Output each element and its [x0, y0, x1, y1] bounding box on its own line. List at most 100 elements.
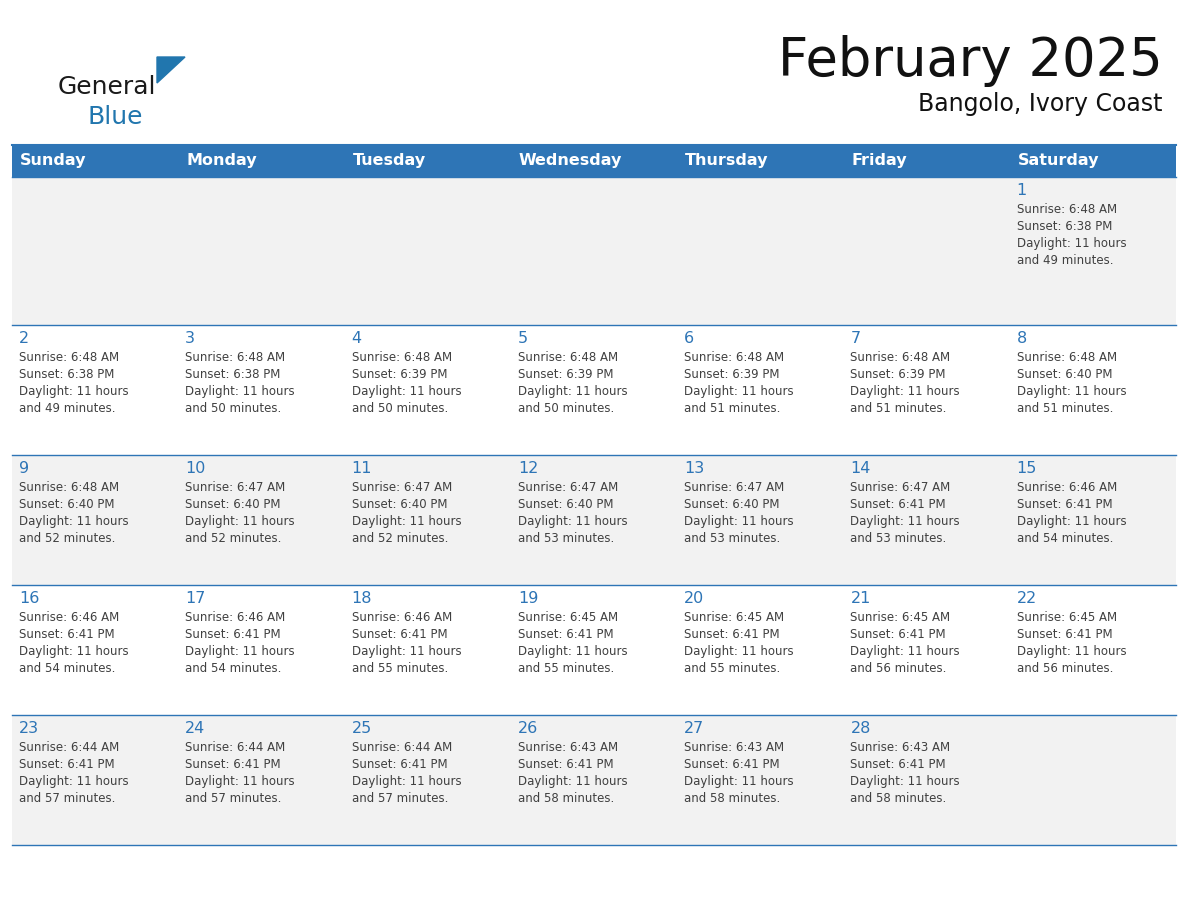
Text: and 50 minutes.: and 50 minutes.	[185, 402, 282, 415]
Text: Daylight: 11 hours: Daylight: 11 hours	[19, 515, 128, 528]
Text: and 55 minutes.: and 55 minutes.	[518, 662, 614, 675]
Text: Daylight: 11 hours: Daylight: 11 hours	[851, 645, 960, 658]
Text: Sunrise: 6:45 AM: Sunrise: 6:45 AM	[684, 611, 784, 624]
Text: Daylight: 11 hours: Daylight: 11 hours	[518, 775, 627, 788]
Text: and 57 minutes.: and 57 minutes.	[19, 792, 115, 805]
Text: 5: 5	[518, 331, 527, 346]
Text: 24: 24	[185, 721, 206, 736]
Text: Daylight: 11 hours: Daylight: 11 hours	[185, 645, 295, 658]
Text: Sunset: 6:40 PM: Sunset: 6:40 PM	[518, 498, 613, 511]
Text: and 50 minutes.: and 50 minutes.	[352, 402, 448, 415]
Text: Daylight: 11 hours: Daylight: 11 hours	[1017, 515, 1126, 528]
Text: 28: 28	[851, 721, 871, 736]
Text: Sunset: 6:41 PM: Sunset: 6:41 PM	[518, 758, 613, 771]
Text: and 54 minutes.: and 54 minutes.	[1017, 532, 1113, 545]
Text: Sunset: 6:41 PM: Sunset: 6:41 PM	[185, 758, 280, 771]
Text: and 52 minutes.: and 52 minutes.	[19, 532, 115, 545]
Text: Sunrise: 6:46 AM: Sunrise: 6:46 AM	[185, 611, 285, 624]
Text: Daylight: 11 hours: Daylight: 11 hours	[185, 515, 295, 528]
Bar	[12, 585, 1176, 715]
Text: Sunset: 6:41 PM: Sunset: 6:41 PM	[352, 758, 447, 771]
Text: and 51 minutes.: and 51 minutes.	[684, 402, 781, 415]
Text: Sunset: 6:41 PM: Sunset: 6:41 PM	[1017, 628, 1112, 641]
Text: Daylight: 11 hours: Daylight: 11 hours	[185, 775, 295, 788]
Text: Sunset: 6:38 PM: Sunset: 6:38 PM	[185, 368, 280, 381]
Text: Daylight: 11 hours: Daylight: 11 hours	[1017, 645, 1126, 658]
Text: Daylight: 11 hours: Daylight: 11 hours	[352, 775, 461, 788]
Text: and 52 minutes.: and 52 minutes.	[352, 532, 448, 545]
Text: Sunrise: 6:46 AM: Sunrise: 6:46 AM	[352, 611, 451, 624]
Text: Sunset: 6:41 PM: Sunset: 6:41 PM	[851, 758, 946, 771]
Text: Sunset: 6:40 PM: Sunset: 6:40 PM	[1017, 368, 1112, 381]
Text: Sunset: 6:41 PM: Sunset: 6:41 PM	[352, 628, 447, 641]
Polygon shape	[157, 57, 185, 83]
Text: 21: 21	[851, 591, 871, 606]
Text: and 53 minutes.: and 53 minutes.	[684, 532, 781, 545]
Text: and 58 minutes.: and 58 minutes.	[684, 792, 781, 805]
Text: 19: 19	[518, 591, 538, 606]
Text: Sunrise: 6:44 AM: Sunrise: 6:44 AM	[19, 741, 119, 754]
Text: Sunrise: 6:43 AM: Sunrise: 6:43 AM	[518, 741, 618, 754]
Text: Blue: Blue	[88, 105, 144, 129]
Text: and 58 minutes.: and 58 minutes.	[851, 792, 947, 805]
Text: 23: 23	[19, 721, 39, 736]
Text: Sunset: 6:40 PM: Sunset: 6:40 PM	[352, 498, 447, 511]
Text: Sunrise: 6:48 AM: Sunrise: 6:48 AM	[1017, 203, 1117, 216]
Text: 2: 2	[19, 331, 30, 346]
Text: Sunset: 6:40 PM: Sunset: 6:40 PM	[19, 498, 114, 511]
Text: and 57 minutes.: and 57 minutes.	[352, 792, 448, 805]
Text: 18: 18	[352, 591, 372, 606]
Text: Daylight: 11 hours: Daylight: 11 hours	[851, 385, 960, 398]
Text: and 55 minutes.: and 55 minutes.	[684, 662, 781, 675]
Text: Sunrise: 6:45 AM: Sunrise: 6:45 AM	[518, 611, 618, 624]
Text: Daylight: 11 hours: Daylight: 11 hours	[518, 645, 627, 658]
Text: Sunset: 6:41 PM: Sunset: 6:41 PM	[851, 628, 946, 641]
Text: Sunrise: 6:45 AM: Sunrise: 6:45 AM	[851, 611, 950, 624]
Text: Daylight: 11 hours: Daylight: 11 hours	[19, 645, 128, 658]
Text: 9: 9	[19, 461, 30, 476]
Text: Sunrise: 6:48 AM: Sunrise: 6:48 AM	[1017, 351, 1117, 364]
Text: Daylight: 11 hours: Daylight: 11 hours	[352, 385, 461, 398]
Text: Sunrise: 6:48 AM: Sunrise: 6:48 AM	[19, 481, 119, 494]
Text: 10: 10	[185, 461, 206, 476]
Text: Sunrise: 6:47 AM: Sunrise: 6:47 AM	[851, 481, 950, 494]
Text: Daylight: 11 hours: Daylight: 11 hours	[684, 385, 794, 398]
Text: 6: 6	[684, 331, 694, 346]
Text: Daylight: 11 hours: Daylight: 11 hours	[352, 515, 461, 528]
Text: Daylight: 11 hours: Daylight: 11 hours	[518, 515, 627, 528]
Text: Thursday: Thursday	[685, 153, 769, 169]
Text: Sunset: 6:38 PM: Sunset: 6:38 PM	[19, 368, 114, 381]
Text: Sunset: 6:38 PM: Sunset: 6:38 PM	[1017, 220, 1112, 233]
Text: Daylight: 11 hours: Daylight: 11 hours	[684, 645, 794, 658]
Text: Sunrise: 6:43 AM: Sunrise: 6:43 AM	[684, 741, 784, 754]
Text: Sunrise: 6:46 AM: Sunrise: 6:46 AM	[19, 611, 119, 624]
Text: February 2025: February 2025	[778, 35, 1163, 87]
Bar	[12, 145, 1176, 177]
Text: Sunset: 6:41 PM: Sunset: 6:41 PM	[684, 628, 779, 641]
Text: Sunset: 6:39 PM: Sunset: 6:39 PM	[352, 368, 447, 381]
Text: Sunrise: 6:47 AM: Sunrise: 6:47 AM	[352, 481, 451, 494]
Text: 4: 4	[352, 331, 361, 346]
Text: Sunset: 6:39 PM: Sunset: 6:39 PM	[684, 368, 779, 381]
Text: 15: 15	[1017, 461, 1037, 476]
Text: Tuesday: Tuesday	[353, 153, 425, 169]
Text: Daylight: 11 hours: Daylight: 11 hours	[684, 515, 794, 528]
Text: and 51 minutes.: and 51 minutes.	[851, 402, 947, 415]
Text: and 57 minutes.: and 57 minutes.	[185, 792, 282, 805]
Text: and 58 minutes.: and 58 minutes.	[518, 792, 614, 805]
Text: Daylight: 11 hours: Daylight: 11 hours	[851, 515, 960, 528]
Text: and 50 minutes.: and 50 minutes.	[518, 402, 614, 415]
Text: 22: 22	[1017, 591, 1037, 606]
Text: Sunrise: 6:47 AM: Sunrise: 6:47 AM	[684, 481, 784, 494]
Text: Saturday: Saturday	[1018, 153, 1099, 169]
Text: Daylight: 11 hours: Daylight: 11 hours	[19, 775, 128, 788]
Text: Sunset: 6:41 PM: Sunset: 6:41 PM	[518, 628, 613, 641]
Text: and 52 minutes.: and 52 minutes.	[185, 532, 282, 545]
Text: 13: 13	[684, 461, 704, 476]
Text: 7: 7	[851, 331, 860, 346]
Text: Sunrise: 6:47 AM: Sunrise: 6:47 AM	[518, 481, 618, 494]
Text: 26: 26	[518, 721, 538, 736]
Text: 16: 16	[19, 591, 39, 606]
Text: Sunrise: 6:48 AM: Sunrise: 6:48 AM	[518, 351, 618, 364]
Text: Daylight: 11 hours: Daylight: 11 hours	[185, 385, 295, 398]
